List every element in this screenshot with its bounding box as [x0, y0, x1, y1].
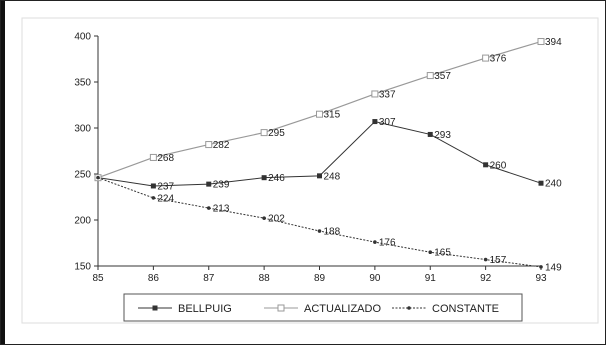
marker-bellpuig — [206, 181, 212, 187]
data-label-constante: 176 — [379, 238, 396, 249]
x-tick-label: 85 — [92, 273, 104, 284]
marker-constante — [428, 250, 433, 254]
series-layer — [94, 38, 545, 269]
legend: BELLPUIG ACTUALIZADO CONSTANTE — [123, 293, 523, 322]
y-tick-label: 150 — [74, 262, 91, 273]
marker-constante — [539, 265, 543, 269]
data-label-actualizado: 315 — [324, 110, 341, 121]
marker-constante — [407, 306, 411, 310]
marker-constante — [206, 206, 211, 210]
data-label-bellpuig: 260 — [490, 160, 507, 171]
y-tick-label: 200 — [74, 216, 91, 227]
y-tick-label: 300 — [74, 124, 91, 135]
x-tick-label: 88 — [259, 273, 271, 284]
data-label-constante: 149 — [545, 262, 562, 273]
marker-constante — [317, 229, 322, 233]
marker-constante — [483, 257, 488, 262]
data-label-constante: 224 — [157, 193, 174, 204]
data-label-actualizado: 394 — [545, 37, 562, 48]
data-label-bellpuig: 239 — [213, 180, 230, 191]
marker-actualizado — [426, 72, 434, 80]
marker-bellpuig — [150, 183, 156, 189]
data-label-constante: 157 — [490, 255, 507, 266]
x-tick-label: 86 — [148, 273, 160, 284]
legend-box — [123, 293, 523, 322]
data-label-constante: 165 — [434, 248, 451, 259]
x-tick-label: 87 — [203, 273, 215, 284]
marker-constante — [96, 175, 100, 180]
x-tick-label: 91 — [425, 273, 437, 284]
data-label-actualizado: 357 — [434, 71, 451, 82]
marker-bellpuig — [261, 175, 267, 181]
data-label-actualizado: 268 — [157, 153, 174, 164]
y-tick-label: 250 — [74, 170, 91, 181]
x-tick-label: 90 — [369, 273, 381, 284]
axes: 150 200 250 300 350 400 85 86 87 88 89 90 91 92 93 — [74, 32, 547, 285]
marker-actualizado — [371, 90, 379, 98]
marker-constante — [151, 196, 156, 200]
y-tick-label: 400 — [74, 32, 91, 43]
marker-constante — [262, 216, 266, 220]
marker-bellpuig — [317, 173, 322, 179]
legend-label-constante: CONSTANTE — [432, 303, 499, 315]
marker-bellpuig — [427, 131, 433, 137]
plot-area-box — [21, 17, 599, 324]
marker-actualizado — [260, 129, 268, 137]
marker-bellpuig — [152, 305, 158, 311]
marker-bellpuig — [483, 162, 489, 168]
data-label-actualizado: 376 — [490, 54, 507, 65]
data-label-bellpuig: 246 — [268, 173, 285, 184]
marker-actualizado — [149, 153, 157, 161]
x-tick-label: 89 — [314, 273, 326, 284]
y-tick-label: 350 — [74, 78, 91, 89]
data-label-bellpuig: 237 — [157, 181, 174, 192]
x-tick-label: 92 — [480, 273, 492, 284]
marker-actualizado — [205, 141, 213, 149]
data-label-actualizado: 282 — [213, 140, 230, 151]
data-label-actualizado: 295 — [268, 128, 285, 139]
data-label-bellpuig: 293 — [434, 130, 451, 141]
data-label-bellpuig: 240 — [545, 179, 562, 190]
data-labels: 237 239 246 248 307 293 260 240 268 282 295 315 337 3… — [157, 37, 562, 273]
data-label-constante: 188 — [324, 227, 341, 238]
data-label-bellpuig: 307 — [379, 117, 396, 128]
marker-actualizado — [316, 110, 323, 118]
marker-constante — [373, 240, 377, 244]
data-label-bellpuig: 248 — [324, 171, 341, 182]
marker-actualizado — [537, 38, 545, 46]
marker-actualizado — [277, 304, 285, 312]
data-label-constante: 202 — [268, 214, 285, 225]
marker-bellpuig — [538, 180, 544, 186]
legend-label-bellpuig: BELLPUIG — [178, 303, 232, 315]
x-tick-label: 93 — [535, 273, 547, 284]
marker-actualizado — [482, 54, 490, 62]
legend-label-actualizado: ACTUALIZADO — [304, 303, 381, 315]
marker-bellpuig — [372, 119, 378, 125]
data-label-constante: 213 — [213, 204, 230, 215]
data-label-actualizado: 337 — [379, 89, 396, 100]
